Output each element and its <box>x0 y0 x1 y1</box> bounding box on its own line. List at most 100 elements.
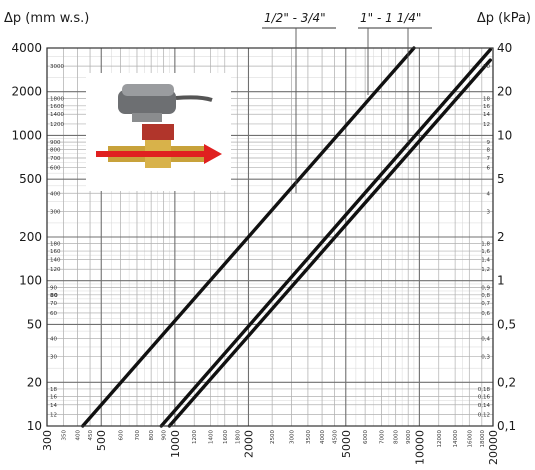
right-minor-tick-label: 1,6 <box>481 249 490 255</box>
left-major-tick-label: 100 <box>19 274 42 288</box>
left-minor-tick-label: 400 <box>50 191 61 197</box>
right-minor-tick-label: 0,14 <box>478 403 491 409</box>
left-minor-tick-label: 600 <box>50 166 61 172</box>
x-minor-tick-label: 1800 <box>235 430 241 444</box>
left-major-tick-label: 20 <box>27 375 42 389</box>
x-minor-tick-label: 350 <box>61 430 67 441</box>
valve-bonnet <box>142 124 174 140</box>
x-major-tick-label: 300 <box>41 430 54 451</box>
left-major-tick-label: 2000 <box>11 85 42 99</box>
left-minor-tick-label: 60 <box>50 311 57 317</box>
x-minor-tick-label: 6000 <box>363 430 369 444</box>
left-axis-title: Δp (mm w.s.) <box>4 11 89 26</box>
right-major-tick-label: 20 <box>497 85 512 99</box>
x-minor-tick-label: 400 <box>76 430 82 441</box>
x-minor-tick-label: 1200 <box>192 430 198 444</box>
right-minor-tick-label: 1,8 <box>481 242 490 248</box>
right-major-tick-label: 5 <box>497 172 505 186</box>
actuator-top <box>122 84 174 96</box>
plot-frame <box>46 47 494 427</box>
left-minor-tick-label: 1800 <box>50 96 64 102</box>
actuator-neck <box>132 113 162 122</box>
left-minor-tick-label: 1600 <box>50 104 64 110</box>
right-minor-tick-label: 0,3 <box>481 355 490 361</box>
right-minor-tick-label: 7 <box>487 156 491 162</box>
series-label-2: 1" - 1 1/4" <box>360 11 421 25</box>
x-minor-tick-label: 14000 <box>453 430 459 448</box>
right-minor-tick-label: 0,6 <box>481 311 490 317</box>
right-major-tick-label: 10 <box>497 128 512 142</box>
right-axis-title: Δp (kPa) <box>477 11 531 26</box>
x-minor-tick-label: 2500 <box>270 430 276 444</box>
x-minor-tick-label: 12000 <box>437 430 443 448</box>
x-minor-tick-label: 16000 <box>467 430 473 448</box>
left-major-tick-label: 10 <box>27 419 42 433</box>
x-minor-tick-label: 1400 <box>209 430 215 444</box>
flow-arrow-shaft <box>96 151 206 157</box>
right-minor-tick-label: 3 <box>487 209 491 215</box>
x-major-tick-label: 2000 <box>242 430 255 458</box>
right-minor-tick-label: 16 <box>483 104 490 110</box>
left-minor-tick-label: 18 <box>50 387 57 393</box>
series-layer <box>81 46 493 428</box>
left-major-tick-label: 500 <box>19 172 42 186</box>
series-line-2 <box>159 47 493 428</box>
left-minor-tick-label: 140 <box>50 258 61 264</box>
x-minor-tick-label: 900 <box>162 430 168 441</box>
flow-arrow-icon <box>204 144 222 164</box>
right-minor-tick-label: 12 <box>483 122 490 128</box>
left-minor-tick-label: 700 <box>50 156 61 162</box>
left-major-tick-label: 1000 <box>11 128 42 142</box>
x-minor-tick-label: 7000 <box>380 430 386 444</box>
actuator-cable <box>175 95 213 102</box>
x-minor-tick-label: 450 <box>88 430 94 441</box>
x-minor-tick-label: 1600 <box>223 430 229 444</box>
right-minor-tick-label: 18 <box>483 96 490 102</box>
series-line-3 <box>167 58 493 428</box>
right-minor-tick-label: 8 <box>487 148 491 154</box>
right-major-tick-label: 0,2 <box>497 375 516 389</box>
right-major-tick-label: 1 <box>497 274 505 288</box>
right-minor-tick-label: 0,8 <box>481 293 490 299</box>
x-minor-tick-label: 600 <box>119 430 125 441</box>
left-major-tick-label: 4000 <box>11 41 42 55</box>
right-minor-tick-label: 1,2 <box>481 267 490 273</box>
left-major-tick-label: 50 <box>27 317 42 331</box>
left-minor-tick-label: 1400 <box>50 112 64 118</box>
left-minor-tick-label: 30 <box>50 355 57 361</box>
right-minor-tick-label: 0,16 <box>478 394 491 400</box>
x-major-tick-label: 10000 <box>413 430 426 465</box>
x-minor-tick-label: 8000 <box>394 430 400 444</box>
left-minor-tick-label: 12 <box>50 412 57 418</box>
x-minor-tick-label: 4000 <box>320 430 326 444</box>
right-minor-tick-label: 14 <box>483 112 490 118</box>
left-minor-tick-label: 3000 <box>50 64 64 70</box>
left-minor-tick-label: 800 <box>50 148 61 154</box>
left-minor-tick-label: 16 <box>50 394 57 400</box>
right-major-tick-label: 0,5 <box>497 317 516 331</box>
left-minor-tick-label: 90 <box>50 285 57 291</box>
right-minor-tick-label: 0,12 <box>478 412 490 418</box>
right-major-tick-label: 40 <box>497 41 512 55</box>
left-minor-tick-label: 80 <box>50 293 58 299</box>
left-minor-tick-label: 120 <box>50 267 61 273</box>
x-minor-tick-label: 18000 <box>480 430 486 448</box>
right-minor-tick-label: 4 <box>487 191 491 197</box>
left-minor-tick-label: 300 <box>50 209 61 215</box>
left-minor-tick-label: 180 <box>50 242 61 248</box>
right-minor-tick-label: 1,4 <box>481 258 490 264</box>
right-major-tick-label: 2 <box>497 230 505 244</box>
right-minor-tick-label: 0,9 <box>481 285 490 291</box>
x-major-tick-label: 1000 <box>169 430 182 458</box>
left-minor-tick-label: 70 <box>50 301 57 307</box>
x-minor-tick-label: 4500 <box>333 430 339 444</box>
right-major-tick-label: 0,1 <box>497 419 516 433</box>
series-line-1 <box>81 46 416 428</box>
left-minor-tick-label: 40 <box>50 337 57 343</box>
x-major-tick-label: 500 <box>95 430 108 451</box>
left-minor-tick-label: 160 <box>50 249 61 255</box>
x-minor-tick-label: 3000 <box>290 430 296 444</box>
axis-layer: 4000200010005002001005020103000180016001… <box>4 11 531 465</box>
left-minor-tick-label: 1200 <box>50 122 64 128</box>
